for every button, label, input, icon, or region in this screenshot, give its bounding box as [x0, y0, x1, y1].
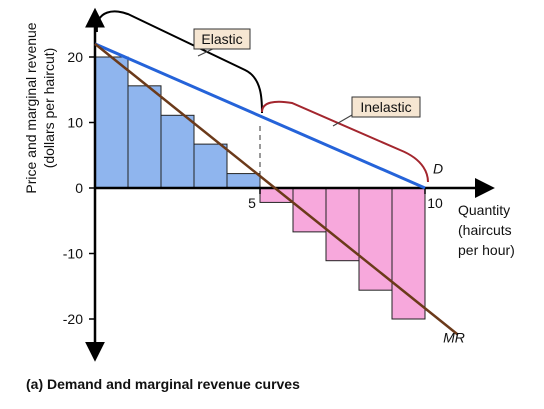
mr-curve-label: MR	[443, 330, 465, 346]
y-tick-label--20: -20	[63, 311, 83, 327]
y-tick-label-10: 10	[67, 115, 83, 131]
x-tick-label-5: 5	[248, 195, 256, 211]
inelastic-box	[351, 96, 421, 118]
elastic-brace	[95, 10, 263, 114]
mr-bar-3	[160, 114, 195, 189]
mr-bar-2	[127, 85, 162, 189]
demand-curve-label: D	[433, 161, 443, 177]
mr-bar-9	[358, 187, 393, 291]
x-tick-label-10: 10	[427, 195, 443, 211]
axis-labels: Price and marginal revenue (dollars per h…	[23, 22, 515, 258]
y-tick-label-0: 0	[75, 180, 83, 196]
chart-caption: (a) Demand and marginal revenue curves	[26, 376, 300, 392]
x-axis-label-line2: (haircuts	[458, 222, 512, 238]
curves: D MR	[94, 42, 465, 346]
mr-bar-5	[226, 173, 261, 189]
mr-bar-8	[325, 187, 360, 262]
mr-curve	[94, 42, 459, 336]
x-axis-label-line3: per hour)	[458, 242, 515, 258]
y-tick-label--10: -10	[63, 246, 83, 262]
annotations: Elastic Inelastic	[95, 10, 429, 183]
inelastic-brace	[261, 100, 429, 183]
inelastic-leader	[332, 114, 353, 127]
y-axis-label-line2: (dollars per haircut)	[41, 48, 57, 169]
mr-bar-10	[391, 187, 426, 320]
x-axis-label-line1: Quantity	[458, 202, 510, 218]
elastic-label: Elastic	[201, 31, 242, 47]
demand-curve	[94, 42, 426, 190]
mr-bar-1	[94, 56, 129, 189]
y-tick-label-20: 20	[67, 49, 83, 65]
elastic-box	[193, 28, 251, 50]
y-axis-label-line1: Price and marginal revenue	[23, 22, 39, 193]
mr-bar-4	[193, 143, 228, 189]
axes: 20 10 0 -10 -20 5 10	[63, 7, 495, 362]
inelastic-label: Inelastic	[360, 99, 411, 115]
